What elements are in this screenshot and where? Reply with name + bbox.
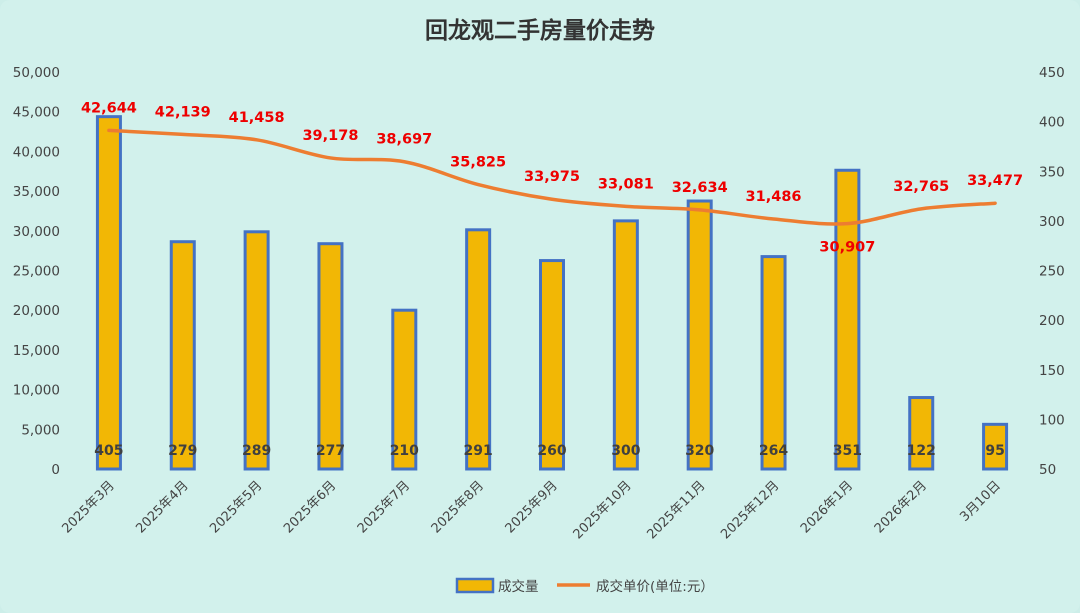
- volume-data-label: 122: [907, 443, 936, 459]
- legend-bar-swatch: [455, 577, 495, 594]
- right-tick-label: 350: [1039, 164, 1065, 180]
- volume-bar: [95, 115, 122, 471]
- volume-bar: [391, 308, 418, 471]
- x-tick-label: 2025年3月: [60, 478, 118, 536]
- price-data-label: 41,458: [229, 110, 285, 126]
- volume-bar: [686, 199, 713, 471]
- left-tick-label: 45,000: [13, 105, 60, 121]
- price-data-label: 32,765: [893, 179, 949, 195]
- right-tick-label: 50: [1039, 462, 1056, 478]
- volume-bar: [760, 255, 787, 471]
- left-tick-label: 10,000: [13, 383, 60, 399]
- x-tick-label: 2025年9月: [503, 478, 561, 536]
- right-axis: 50 100 150 200 250 300 350 400 450: [1039, 65, 1065, 478]
- left-tick-label: 35,000: [13, 184, 60, 200]
- volume-bar: [317, 242, 344, 471]
- left-tick-label: 30,000: [13, 224, 60, 240]
- price-data-label: 32,634: [672, 180, 728, 196]
- price-line: [107, 128, 997, 226]
- legend: 成交量 成交单价(单位:元）: [455, 577, 714, 595]
- legend-label-volume: 成交量: [498, 578, 539, 595]
- legend-label-price: 成交单价(单位:元）: [596, 578, 714, 595]
- right-tick-label: 400: [1039, 115, 1065, 131]
- left-tick-label: 20,000: [13, 303, 60, 319]
- x-tick-label: 2025年7月: [355, 478, 413, 536]
- volume-data-label: 210: [390, 443, 419, 459]
- price-line-path: [107, 128, 997, 226]
- volume-data-label: 320: [685, 443, 714, 459]
- left-tick-label: 15,000: [13, 343, 60, 359]
- x-tick-label: 2025年11月: [644, 478, 708, 542]
- price-data-label: 39,178: [302, 128, 358, 144]
- price-data-label: 31,486: [746, 189, 802, 205]
- volume-data-label: 291: [464, 443, 493, 459]
- volume-bar: [982, 422, 1009, 471]
- volume-data-label: 95: [985, 443, 1004, 459]
- volume-data-label: 264: [759, 443, 788, 459]
- volume-data-label: 260: [537, 443, 566, 459]
- volume-bar: [243, 230, 270, 471]
- x-tick-label: 3月10日: [957, 478, 1004, 525]
- volume-bar: [539, 259, 565, 471]
- price-data-label: 35,825: [450, 155, 506, 171]
- x-axis: 2025年3月 2025年4月 2025年5月 2025年6月 2025年7月 2025年…: [60, 478, 1004, 542]
- volume-bars: [95, 115, 1009, 471]
- right-tick-label: 450: [1039, 65, 1065, 81]
- right-tick-label: 150: [1039, 363, 1065, 379]
- right-tick-label: 300: [1039, 214, 1065, 230]
- x-tick-label: 2025年12月: [718, 478, 782, 542]
- volume-bar: [908, 396, 935, 471]
- volume-bar: [169, 240, 196, 471]
- volume-bar: [465, 228, 492, 471]
- x-tick-label: 2025年8月: [429, 478, 487, 536]
- price-data-label: 33,975: [524, 169, 580, 185]
- x-tick-label: 2025年6月: [281, 478, 339, 536]
- volume-data-label: 405: [94, 443, 123, 459]
- left-tick-label: 5,000: [21, 422, 60, 438]
- left-tick-label: 40,000: [13, 144, 60, 160]
- x-tick-label: 2025年10月: [571, 478, 635, 542]
- x-tick-label: 2025年4月: [133, 478, 191, 536]
- volume-bar: [612, 219, 639, 471]
- volume-data-label: 351: [833, 443, 862, 459]
- volume-labels: 405 279 289 277 210 291 260 300 320 264 351 122 95: [94, 443, 1005, 459]
- x-tick-label: 2026年1月: [798, 478, 856, 536]
- volume-data-label: 277: [316, 443, 345, 459]
- left-tick-label: 25,000: [13, 264, 60, 280]
- volume-data-label: 289: [242, 443, 271, 459]
- price-labels: 42,644 42,139 41,458 39,178 38,697 35,825 33,9…: [81, 100, 1023, 255]
- chart-title: 回龙观二手房量价走势: [425, 17, 655, 44]
- volume-data-label: 300: [611, 443, 640, 459]
- volume-data-label: 279: [168, 443, 197, 459]
- price-data-label: 42,139: [155, 104, 211, 120]
- volume-bar: [834, 168, 861, 471]
- price-data-label: 30,907: [819, 240, 875, 256]
- right-tick-label: 250: [1039, 264, 1065, 280]
- left-axis: 0 5,000 10,000 15,000 20,000 25,000 30,000 35,0…: [13, 65, 60, 478]
- price-data-label: 42,644: [81, 100, 137, 116]
- x-tick-label: 2025年5月: [207, 478, 265, 536]
- left-tick-label: 50,000: [13, 65, 60, 81]
- price-data-label: 33,477: [967, 173, 1023, 189]
- right-tick-label: 100: [1039, 412, 1065, 428]
- price-data-label: 38,697: [376, 132, 432, 148]
- price-data-label: 33,081: [598, 176, 654, 192]
- left-tick-label: 0: [51, 462, 60, 478]
- right-tick-label: 200: [1039, 313, 1065, 329]
- x-tick-label: 2026年2月: [872, 478, 930, 536]
